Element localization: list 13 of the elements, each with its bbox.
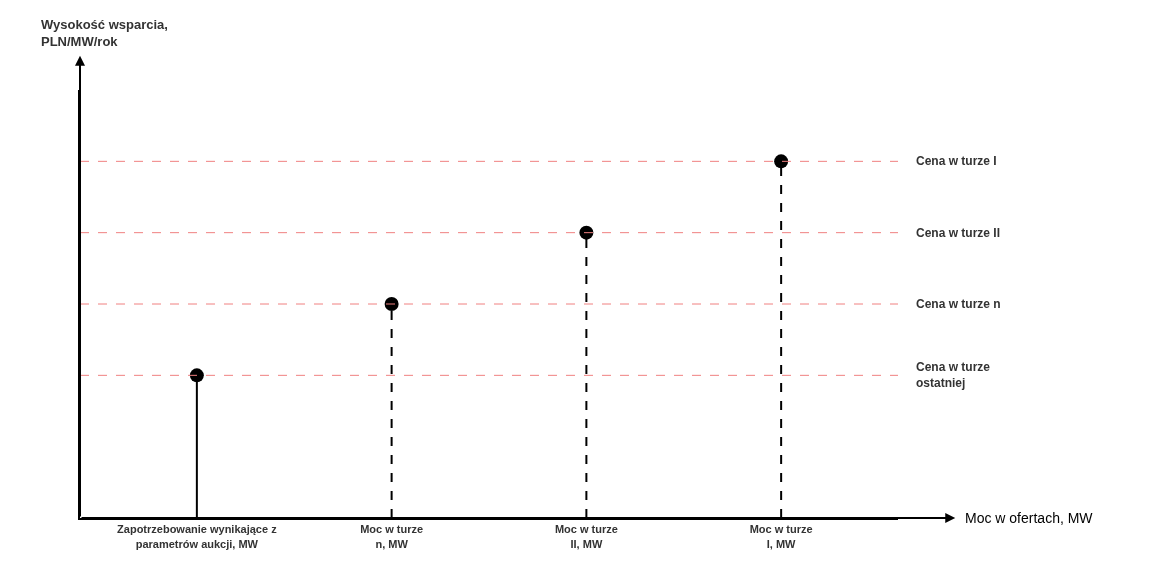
x-axis-title: Moc w ofertach, MW bbox=[965, 510, 1094, 526]
ref-line-label: Cena w turze n bbox=[916, 297, 1001, 311]
text: Wysokość wsparcia, PLN/MW/rok bbox=[41, 17, 168, 49]
point bbox=[579, 225, 594, 240]
ref-line-label: Cena w turze ostatniej bbox=[916, 360, 991, 390]
x-tick-label: Moc w turze n, MW bbox=[360, 523, 424, 550]
point bbox=[774, 154, 789, 169]
point bbox=[189, 368, 204, 383]
x-tick-label: Moc w turze I, MW bbox=[749, 523, 813, 550]
x-tick-label: Moc w turze II, MW bbox=[554, 523, 618, 550]
ref-line-label: Cena w turze II bbox=[916, 226, 1001, 240]
ref-line-label: Cena w turze I bbox=[916, 154, 997, 168]
x-tick-label: Zapotrzebowanie wynikające z parametrów aukcji, MW bbox=[117, 523, 278, 550]
